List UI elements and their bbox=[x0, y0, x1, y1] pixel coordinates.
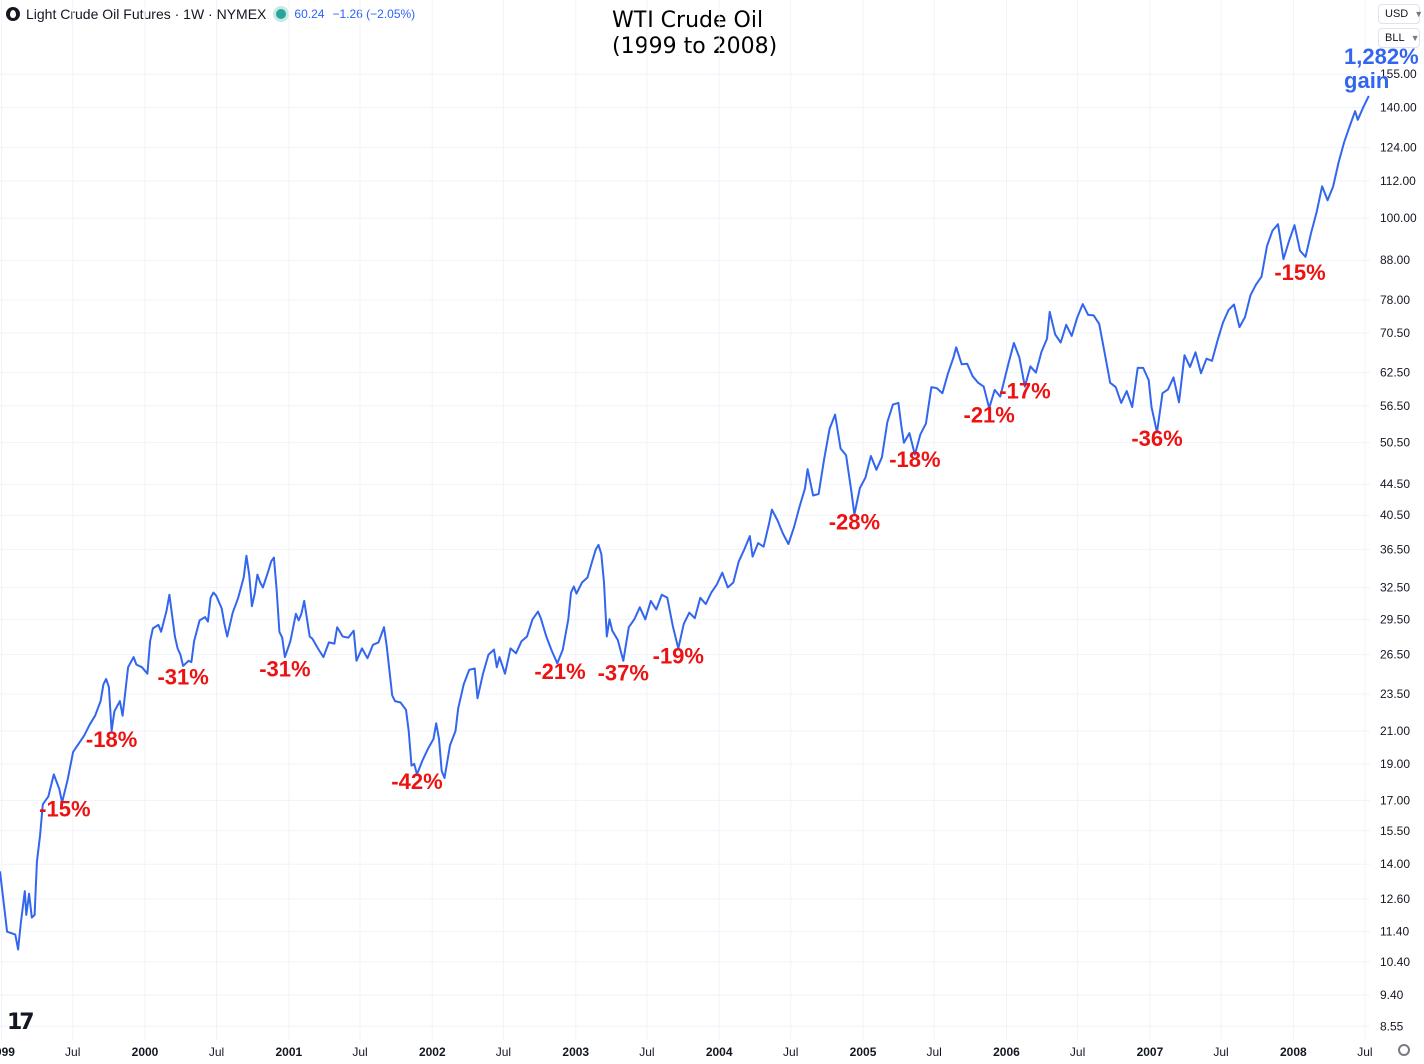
y-tick-label: 40.50 bbox=[1380, 508, 1410, 522]
settings-gear-icon[interactable] bbox=[1398, 1044, 1410, 1056]
x-tick-label: 2001 bbox=[276, 1045, 303, 1059]
y-tick-label: 112.00 bbox=[1380, 174, 1416, 188]
y-tick-label: 44.50 bbox=[1380, 477, 1410, 491]
x-tick-label: 2003 bbox=[562, 1045, 589, 1059]
y-tick-label: 17.00 bbox=[1380, 793, 1410, 807]
y-tick-label: 10.40 bbox=[1380, 955, 1410, 969]
x-tick-label: Jul bbox=[496, 1045, 511, 1059]
drawdown-annotations: -15% -18% -31% -31% -42% -21% -37%-19% -28% -18%… bbox=[39, 260, 1326, 821]
y-tick-label: 9.40 bbox=[1380, 988, 1404, 1002]
gain-label-line2: gain bbox=[1344, 68, 1389, 93]
drawdown-label: -36% bbox=[1131, 426, 1182, 451]
drawdown-label: -28% bbox=[829, 509, 880, 534]
drawdown-label: -15% bbox=[39, 796, 90, 821]
drawdown-label: -42% bbox=[391, 769, 442, 794]
y-tick-label: 14.00 bbox=[1380, 857, 1410, 871]
y-tick-label: 155.00 bbox=[1380, 67, 1417, 81]
chevron-down-icon: ▼ bbox=[1410, 33, 1420, 43]
currency-label: USD bbox=[1385, 8, 1409, 20]
y-tick-label: 11.40 bbox=[1380, 925, 1409, 939]
y-tick-label: 62.50 bbox=[1380, 366, 1410, 380]
oil-drop-icon bbox=[6, 7, 20, 21]
x-tick-label: 2002 bbox=[419, 1045, 446, 1059]
price-change: −1.26 (−2.05%) bbox=[332, 7, 416, 21]
y-tick-label: 36.50 bbox=[1380, 542, 1410, 556]
gain-annotation: 1,282%gain bbox=[1344, 44, 1419, 93]
x-tick-label: 2000 bbox=[132, 1045, 159, 1059]
x-tick-label: Jul bbox=[926, 1045, 941, 1059]
drawdown-label: -31% bbox=[157, 664, 208, 689]
y-tick-label: 100.00 bbox=[1380, 211, 1417, 225]
x-tick-label: Jul bbox=[1070, 1045, 1085, 1059]
drawdown-label: -18% bbox=[86, 727, 137, 752]
drawdown-label: -17% bbox=[999, 378, 1050, 403]
price-axis[interactable]: 155.00 140.00 124.00 112.00 100.00 88.00 78.00… bbox=[1380, 67, 1417, 1033]
x-tick-label: 2006 bbox=[993, 1045, 1020, 1059]
y-tick-label: 23.50 bbox=[1380, 687, 1410, 701]
drawdown-label: -18% bbox=[889, 447, 940, 472]
last-price: 60.24 bbox=[294, 7, 325, 21]
drawdown-label: -21% bbox=[964, 402, 1015, 427]
chart-title-line2: (1999 to 2008) bbox=[612, 34, 778, 59]
y-tick-label: 15.50 bbox=[1380, 824, 1410, 838]
y-tick-label: 124.00 bbox=[1380, 141, 1417, 155]
drawdown-label: -15% bbox=[1274, 260, 1325, 285]
x-tick-label: Jul bbox=[209, 1045, 224, 1059]
x-tick-label: 2004 bbox=[706, 1045, 733, 1059]
y-tick-label: 29.50 bbox=[1380, 612, 1410, 626]
y-tick-label: 21.00 bbox=[1380, 724, 1410, 738]
x-tick-label: 2005 bbox=[850, 1045, 877, 1059]
y-tick-label: 8.55 bbox=[1380, 1019, 1404, 1033]
symbol-header[interactable]: Light Crude Oil Futures · 1W · NYMEX 60.… bbox=[6, 4, 415, 24]
y-tick-label: 78.00 bbox=[1380, 293, 1410, 307]
symbol-name[interactable]: Light Crude Oil Futures · 1W · NYMEX bbox=[26, 6, 267, 22]
chevron-down-icon: ▼ bbox=[1414, 9, 1424, 19]
price-series-line bbox=[0, 95, 1370, 951]
tradingview-logo[interactable]: 17 bbox=[7, 1010, 35, 1035]
unit-selector[interactable]: BLL ▼ bbox=[1378, 28, 1420, 48]
x-tick-label: Jul bbox=[352, 1045, 367, 1059]
x-tick-label: Jul bbox=[639, 1045, 654, 1059]
y-tick-label: 56.50 bbox=[1380, 399, 1410, 413]
y-tick-label: 19.00 bbox=[1380, 757, 1410, 771]
y-tick-label: 12.60 bbox=[1380, 892, 1410, 906]
y-tick-label: 26.50 bbox=[1380, 648, 1410, 662]
gain-label-line1: 1,282% bbox=[1344, 44, 1419, 69]
drawdown-label: -37% bbox=[598, 660, 649, 685]
x-tick-label: Jul bbox=[1357, 1045, 1372, 1059]
drawdown-label: -21% bbox=[534, 659, 585, 684]
x-tick-label: Jul bbox=[783, 1045, 798, 1059]
y-tick-label: 140.00 bbox=[1380, 101, 1417, 115]
x-tick-label: Jul bbox=[1213, 1045, 1228, 1059]
x-tick-label: Jul bbox=[65, 1045, 80, 1059]
time-axis[interactable]: 1999 Jul 2000 Jul 2001 Jul 2002 Jul 2003 Jul 2004 J… bbox=[0, 1045, 1373, 1059]
x-tick-label: 1999 bbox=[0, 1045, 15, 1059]
market-status-dot-icon bbox=[276, 9, 287, 19]
currency-selector[interactable]: USD ▼ bbox=[1378, 4, 1424, 24]
y-tick-label: 88.00 bbox=[1380, 253, 1410, 267]
x-tick-label: 2008 bbox=[1280, 1045, 1307, 1059]
x-tick-label: 2007 bbox=[1137, 1045, 1164, 1059]
unit-label: BLL bbox=[1385, 32, 1405, 44]
y-tick-label: 32.50 bbox=[1380, 581, 1410, 595]
grid-lines bbox=[0, 0, 1370, 1040]
y-tick-label: 50.50 bbox=[1380, 436, 1410, 450]
drawdown-label: -19% bbox=[653, 643, 704, 668]
drawdown-label: -31% bbox=[259, 656, 310, 681]
y-tick-label: 70.50 bbox=[1380, 326, 1410, 340]
